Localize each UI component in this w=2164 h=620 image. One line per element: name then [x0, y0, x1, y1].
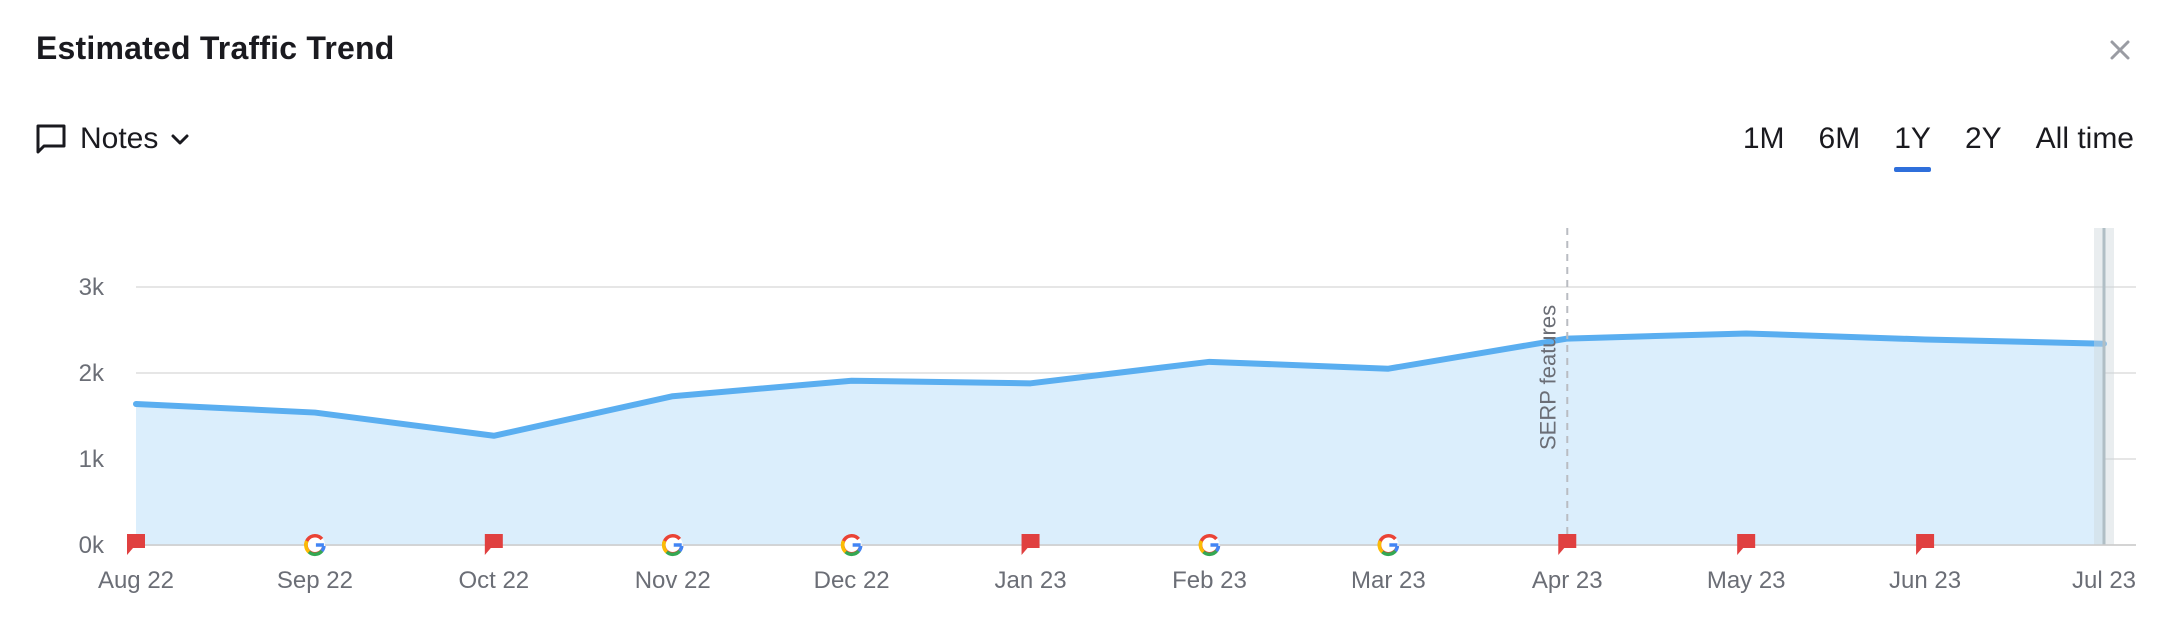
- range-1y[interactable]: 1Y: [1894, 122, 1931, 172]
- note-flag-icon[interactable]: [484, 534, 503, 555]
- annotation-label: SERP features: [1535, 305, 1560, 450]
- google-update-icon[interactable]: [304, 534, 326, 557]
- x-tick-label: Jan 23: [995, 567, 1067, 594]
- x-tick-label: Apr 23: [1532, 567, 1603, 594]
- note-flag-icon[interactable]: [127, 534, 145, 555]
- x-tick-label: Aug 22: [98, 567, 174, 594]
- y-tick-label: 1k: [79, 446, 105, 473]
- note-flag-icon[interactable]: [1737, 534, 1756, 555]
- close-button[interactable]: [2104, 34, 2136, 66]
- x-tick-label: Oct 22: [458, 567, 529, 594]
- google-update-icon[interactable]: [840, 534, 863, 557]
- y-tick-label: 3k: [79, 274, 105, 301]
- x-tick-label: Feb 23: [1172, 567, 1247, 594]
- note-flag-icon[interactable]: [1021, 534, 1040, 555]
- x-tick-label: Jul 23: [2072, 567, 2136, 594]
- time-range-selector: 1M 6M 1Y 2Y All time: [1709, 122, 2134, 172]
- note-flag-icon[interactable]: [1558, 534, 1577, 555]
- x-tick-label: May 23: [1707, 567, 1786, 594]
- google-update-icon[interactable]: [661, 534, 684, 557]
- google-update-icon[interactable]: [1198, 534, 1221, 557]
- x-tick-label: Nov 22: [635, 567, 711, 594]
- x-tick-label: Jun 23: [1889, 567, 1961, 594]
- range-2y[interactable]: 2Y: [1964, 122, 2002, 155]
- series-line: [133, 330, 2107, 439]
- x-tick-label: Sep 22: [277, 567, 353, 594]
- notes-dropdown[interactable]: Notes: [34, 122, 192, 156]
- range-6m[interactable]: 6M: [1818, 122, 1861, 155]
- close-icon: [2110, 40, 2130, 60]
- comment-icon: [36, 124, 66, 154]
- y-tick-label: 0k: [79, 532, 105, 559]
- notes-label: Notes: [80, 122, 159, 155]
- x-tick-label: Dec 22: [814, 567, 890, 594]
- series-area: [136, 333, 2104, 545]
- x-tick-label: Mar 23: [1351, 567, 1426, 594]
- range-1m[interactable]: 1M: [1742, 122, 1785, 155]
- note-flag-icon[interactable]: [1916, 534, 1935, 555]
- range-all-time[interactable]: All time: [2035, 122, 2134, 155]
- y-tick-label: 2k: [79, 360, 105, 387]
- page-title: Estimated Traffic Trend: [36, 30, 395, 66]
- google-update-icon[interactable]: [1377, 534, 1400, 557]
- chevron-down-icon: [171, 134, 189, 145]
